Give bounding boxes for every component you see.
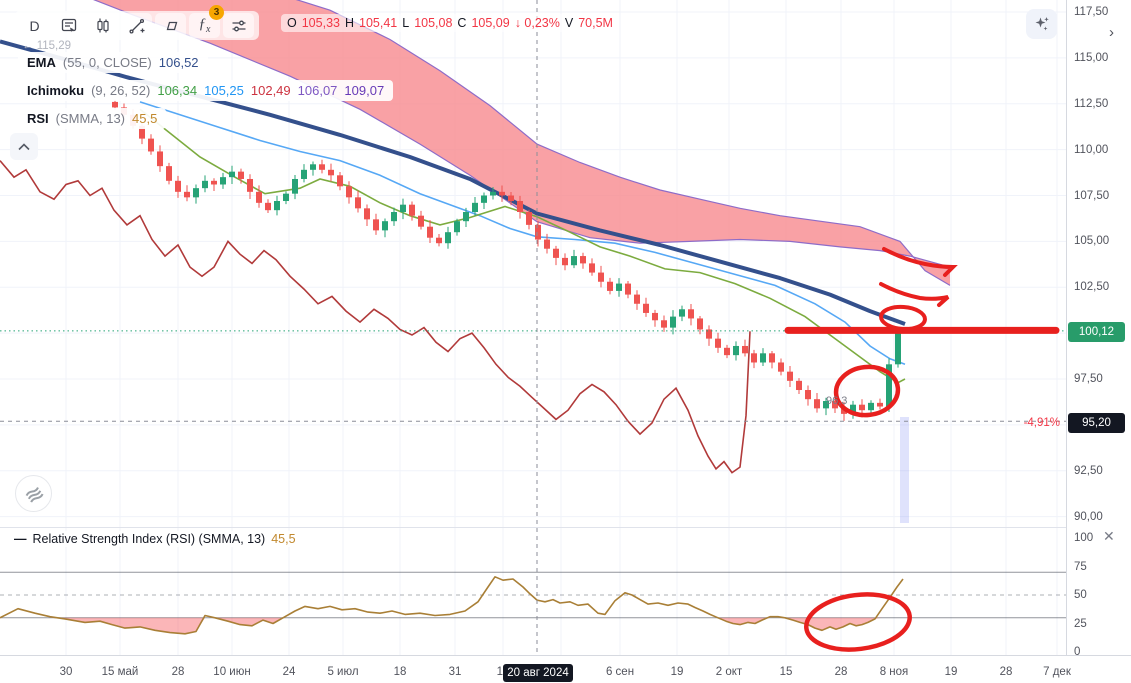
time-axis-label: 10 июн — [213, 666, 251, 678]
ichimoku-value: 106,34 — [157, 83, 198, 98]
ohlc-close-value: 105,09 — [471, 16, 510, 30]
legend-row-ichimoku[interactable]: Ichimoku (9, 26, 52) 106,34 105,25 102,49 1… — [18, 80, 394, 101]
rsi-axis-label: 50 — [1074, 589, 1087, 601]
indicators-fx-icon: ƒx — [198, 16, 211, 35]
price-axis-label: 92,50 — [1074, 464, 1103, 477]
ichimoku-values: 106,34 105,25 102,49 106,07 109,07 — [157, 83, 384, 98]
ema-value: 106,52 — [158, 55, 199, 70]
indicators-button[interactable]: ƒx 3 — [189, 5, 224, 38]
price-axis-label: 97,50 — [1074, 373, 1103, 385]
watermark-logo — [15, 475, 52, 512]
chart-toolbar: D ƒx 3 — [14, 5, 259, 40]
indicator-legend: EMA (55, 0, CLOSE) 106,52 Ichimoku (9, 2… — [18, 52, 394, 129]
crosshair-price-badge: 95,20 — [1068, 413, 1125, 433]
rsi-axis-label: 100 — [1074, 532, 1094, 544]
rsi-name: RSI — [27, 111, 49, 126]
crosshair-change-label: -4,91% — [1023, 417, 1060, 429]
time-axis-label: 18 — [393, 666, 407, 678]
price-axis-label: 102,50 — [1074, 281, 1110, 294]
ichimoku-value: 105,25 — [204, 83, 244, 98]
rsi-pane-legend[interactable]: — Relative Strength Index (RSI) (SMMA, 1… — [10, 531, 300, 547]
time-axis-label: 8 ноя — [879, 666, 909, 678]
chart-style-button[interactable] — [87, 13, 118, 38]
ohlc-close-label: C — [457, 16, 467, 30]
time-axis-label: 31 — [448, 666, 462, 678]
collapse-legend-button[interactable] — [10, 133, 38, 160]
time-axis-label: 30 — [59, 666, 73, 678]
ohlc-low-value: 105,08 — [414, 16, 453, 30]
time-axis-label: 6 сен — [605, 666, 635, 678]
sparkles-button[interactable] — [1026, 9, 1057, 39]
time-axis-label: 28 — [171, 666, 185, 678]
candles-icon — [94, 17, 112, 35]
ichimoku-value: 109,07 — [344, 83, 385, 98]
rsi-axis-label: 25 — [1074, 617, 1087, 630]
rsi-pane-value: 45,5 — [271, 532, 296, 546]
ohlc-high-label: H — [344, 16, 354, 30]
legend-row-rsi[interactable]: RSI (SMMA, 13) 45,5 — [18, 108, 167, 129]
ichimoku-name: Ichimoku — [27, 83, 85, 98]
rsi-axis-label: 75 — [1074, 560, 1087, 573]
price-ghost-label: ← 115,29 — [22, 40, 72, 52]
ohlc-open-value: 105,33 — [301, 16, 340, 30]
time-axis-label: 19 — [670, 666, 684, 678]
shape-icon — [162, 17, 180, 35]
crosshair-date-badge: 20 авг 2024 — [503, 664, 573, 682]
settings-button[interactable] — [223, 13, 254, 38]
indicator-templates-button[interactable] — [53, 13, 84, 38]
price-axis-label: 115,00 — [1074, 51, 1109, 64]
price-axis-label: 90,00 — [1074, 510, 1103, 523]
ohlc-low-label: L — [402, 16, 410, 30]
rsi-close-button[interactable]: ✕ — [1103, 528, 1115, 544]
axis-chevron-right[interactable]: › — [1109, 24, 1114, 41]
time-axis-label: 19 — [944, 666, 958, 678]
price-axis-label: 105,00 — [1074, 235, 1110, 248]
hand-drawn-annotations[interactable] — [784, 247, 1060, 655]
rsi-axis-label: 0 — [1074, 646, 1081, 658]
time-axis-label: 24 — [282, 666, 296, 678]
time-axis-label: 5 июл — [327, 666, 359, 678]
swing-low-label: 96,3 — [826, 395, 848, 407]
price-axis-label: 112,50 — [1074, 97, 1109, 110]
sliders-icon — [230, 17, 248, 35]
last-price-badge: 100,12 — [1068, 322, 1125, 342]
rsi-line-swatch: — — [14, 532, 27, 546]
interval-button[interactable]: D — [19, 13, 50, 38]
indicator-templates-icon — [60, 17, 78, 35]
time-axis-label: 15 — [779, 666, 793, 678]
time-axis-label: 7 дек — [1043, 666, 1071, 678]
trendline-tool-button[interactable] — [121, 13, 152, 38]
ohlc-change-value: ↓ 0,23% — [514, 16, 560, 30]
ema-name: EMA — [27, 55, 56, 70]
rsi-params: (SMMA, 13) — [55, 111, 126, 126]
legend-row-ema[interactable]: EMA (55, 0, CLOSE) 106,52 — [18, 52, 208, 73]
ohlc-volume-value: 70,5M — [578, 16, 613, 30]
sparkles-icon — [1035, 17, 1049, 31]
ichimoku-value: 102,49 — [250, 83, 291, 98]
rsi-pane-title: Relative Strength Index (RSI) (SMMA, 13) — [32, 532, 266, 546]
ohlc-readout: O 105,33 H 105,41 L 105,08 C 105,09 ↓ 0,… — [281, 14, 619, 32]
time-axis-label: 15 май — [101, 666, 139, 678]
ohlc-volume-label: V — [564, 16, 574, 30]
price-axis-label: 110,00 — [1074, 143, 1109, 156]
price-axis-label: 117,50 — [1074, 6, 1109, 18]
time-axis-label: 2 окт — [715, 666, 743, 678]
time-axis-label: 28 — [999, 666, 1013, 678]
chevron-up-icon — [18, 142, 30, 150]
waves-icon — [25, 486, 44, 503]
price-axis-label: 107,50 — [1074, 189, 1110, 202]
trendline-icon — [128, 17, 146, 35]
ohlc-high-value: 105,41 — [359, 16, 398, 30]
rsi-value: 45,5 — [132, 111, 158, 126]
ichimoku-value: 106,07 — [297, 83, 338, 98]
time-axis-label: 28 — [834, 666, 848, 678]
ema-params: (55, 0, CLOSE) — [62, 55, 152, 70]
ohlc-open-label: O — [287, 16, 297, 30]
ichimoku-params: (9, 26, 52) — [91, 83, 151, 98]
shape-tool-button[interactable] — [155, 13, 186, 38]
indicator-count-badge: 3 — [209, 5, 224, 20]
